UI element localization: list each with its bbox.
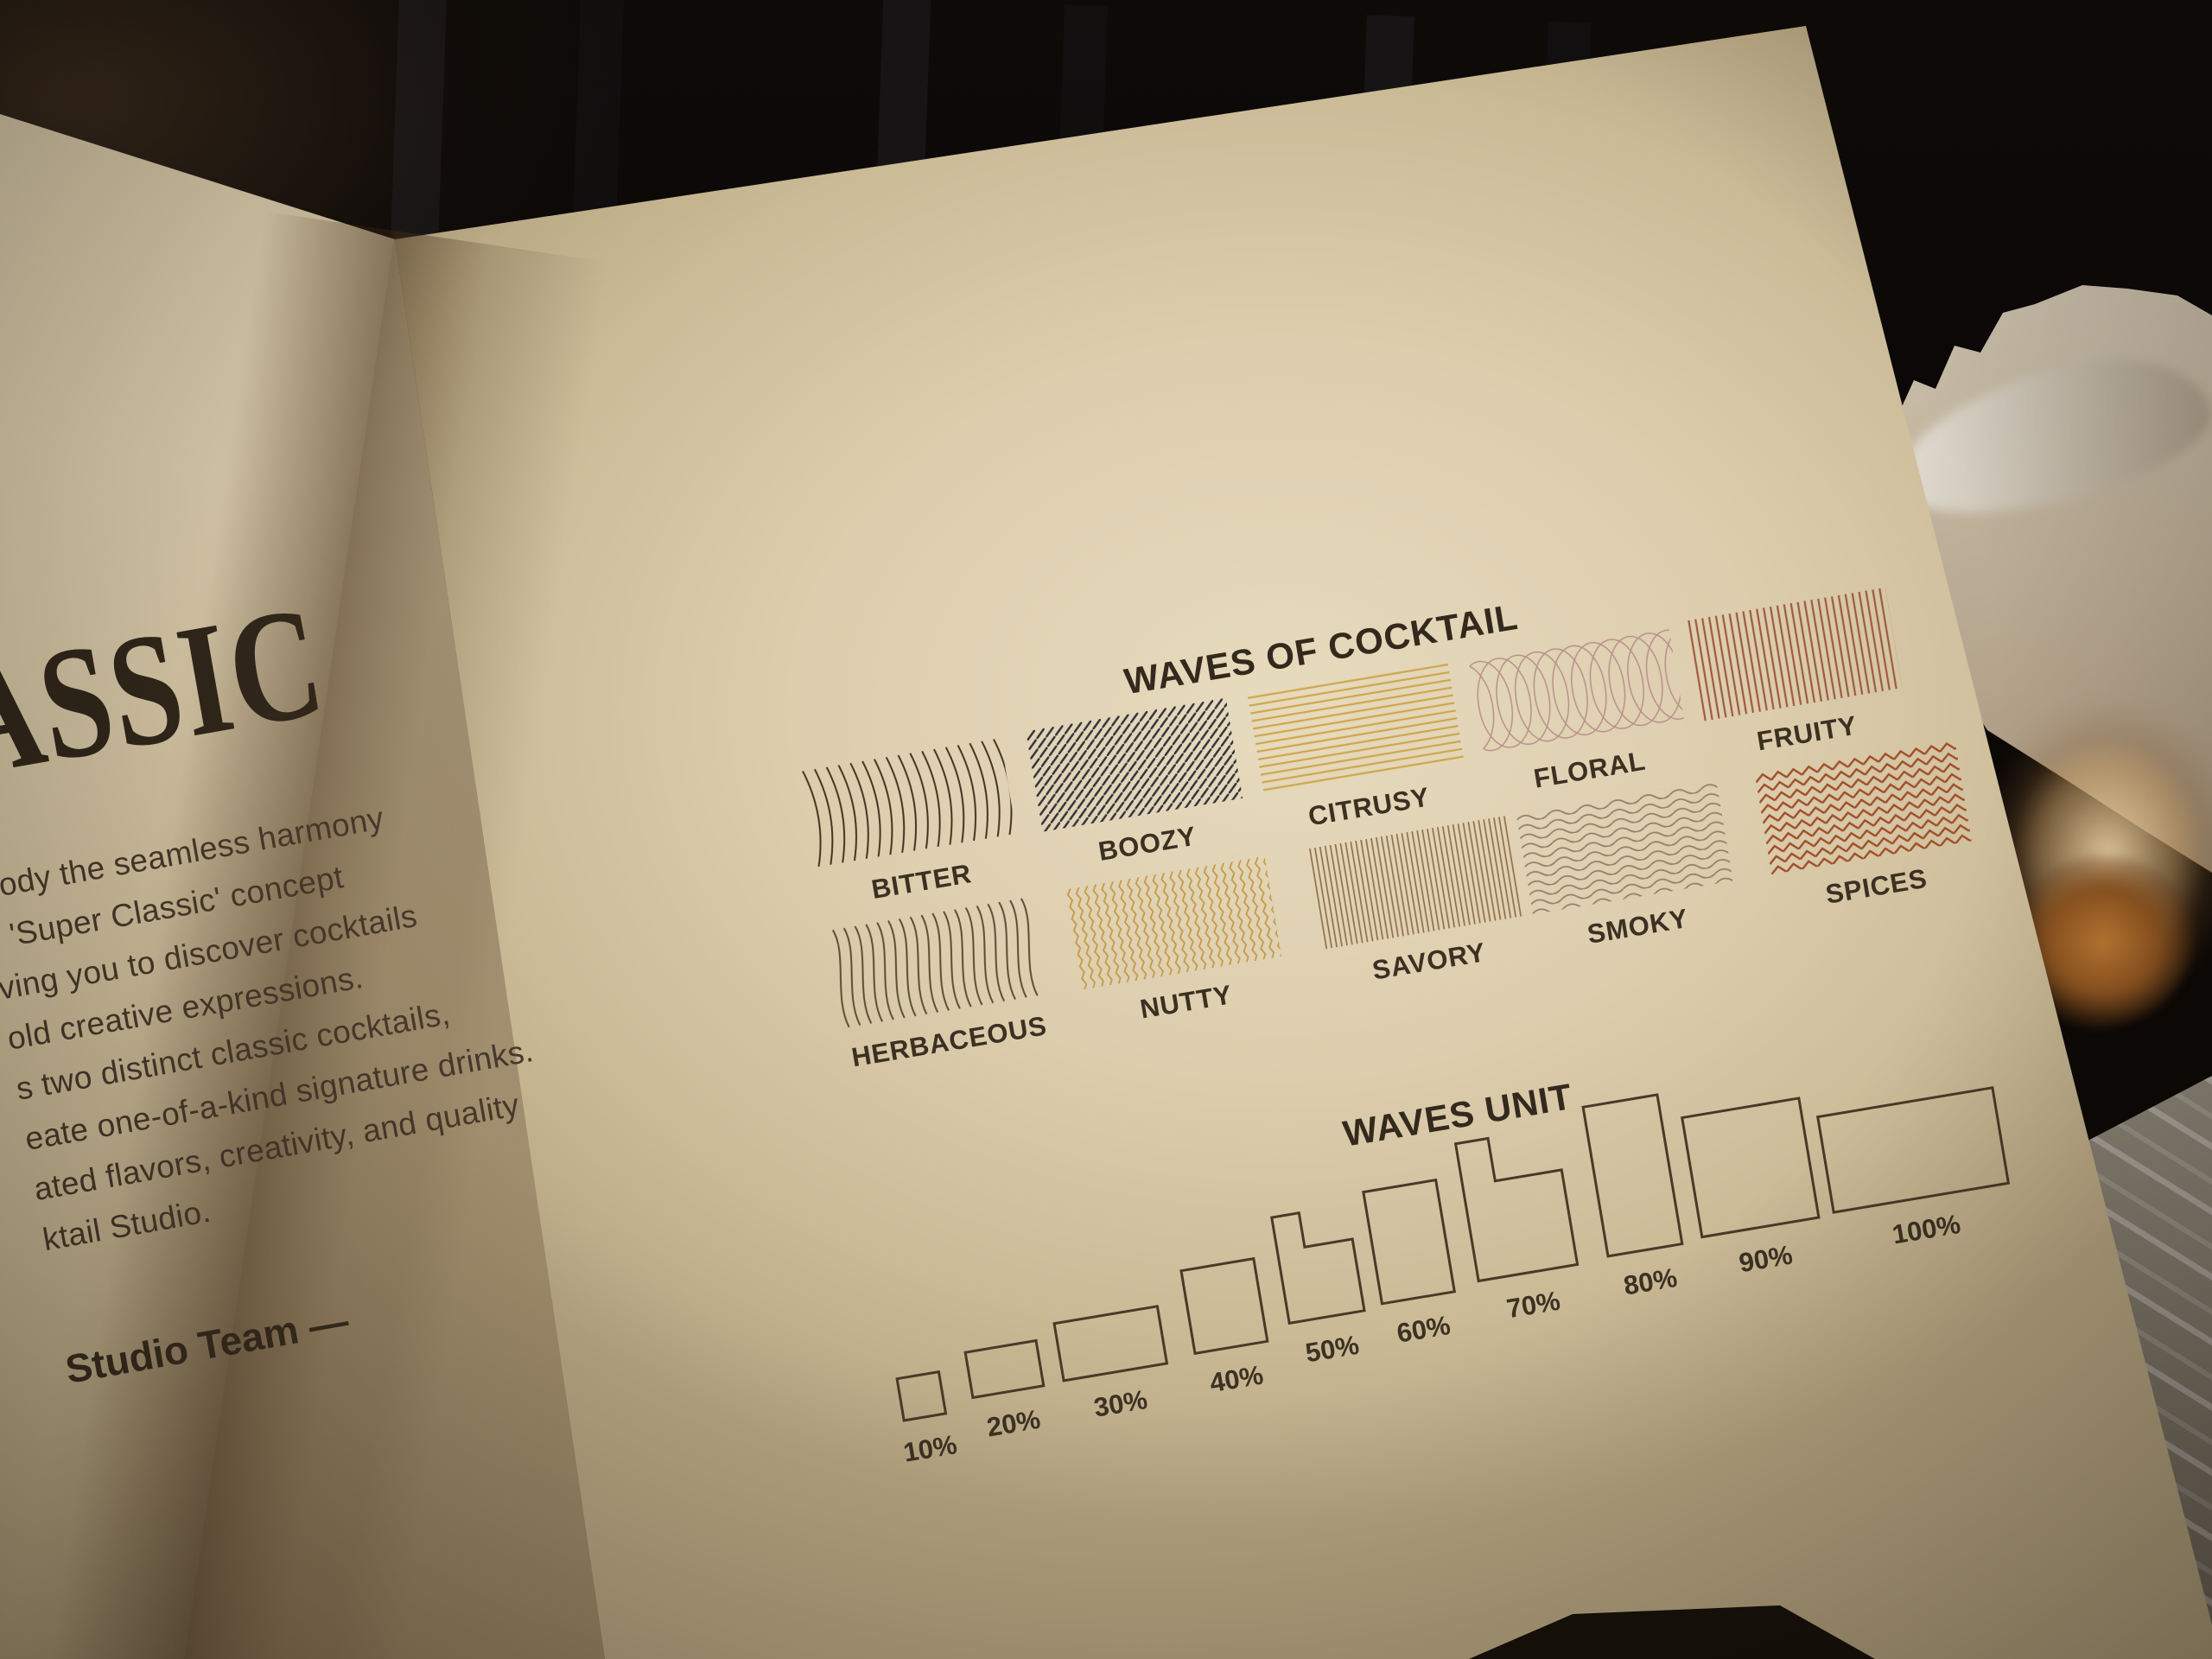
right-page-content: WAVES OF COCKTAIL BITTER BOOZY CITRUSY F… [395,0,2137,1659]
flavor-swatch-herbaceous: HERBACEOUS [827,895,1052,1074]
unit-label: 30% [1091,1383,1150,1423]
flavor-swatch-floral: FLORAL [1467,623,1693,802]
unit-bar-10 [895,1370,948,1422]
unit-bar-20 [963,1338,1046,1400]
unit-bar-40 [1179,1256,1269,1356]
unit-bar-70 [1453,1136,1580,1283]
flavor-swatch-smoky: SMOKY [1516,780,1741,958]
flavor-swatch-fruity: FRUITY [1685,587,1910,766]
flavor-swatch-savory: SAVORY [1306,815,1532,994]
unit-label: 100% [1890,1208,1963,1250]
unit-bar-30 [1052,1305,1169,1382]
unit-label: 60% [1395,1309,1452,1349]
unit-bar-80 [1581,1093,1684,1258]
flavor-swatch-spices: SPICES [1754,740,1980,918]
flavor-swatch-boozy: BOOZY [1025,697,1250,876]
unit-bar-60 [1362,1178,1457,1306]
unit-bar-90 [1680,1096,1821,1239]
unit-bar-100 [1815,1086,2011,1214]
flavor-swatch-nutty: NUTTY [1064,855,1289,1034]
unit-bar-50 [1270,1211,1366,1325]
unit-label: 80% [1621,1262,1680,1301]
unit-label: 20% [984,1403,1043,1443]
flavor-swatch-citrusy: CITRUSY [1247,660,1471,839]
unit-label: 90% [1736,1239,1795,1279]
flavor-swatch-bitter: BITTER [799,735,1025,913]
unit-label: 70% [1504,1285,1563,1325]
